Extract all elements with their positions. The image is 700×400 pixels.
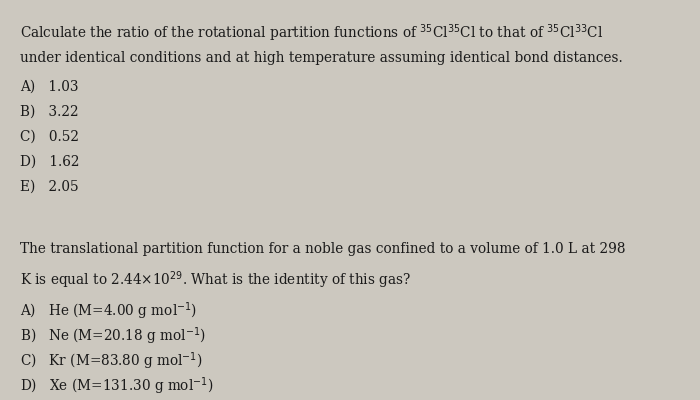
Text: under identical conditions and at high temperature assuming identical bond dista: under identical conditions and at high t… bbox=[20, 51, 622, 65]
Text: A)   1.03: A) 1.03 bbox=[20, 80, 78, 94]
Text: Calculate the ratio of the rotational partition functions of $^{35}$Cl$^{35}$Cl : Calculate the ratio of the rotational pa… bbox=[20, 22, 603, 44]
Text: B)   Ne (M=20.18 g mol$^{-1}$): B) Ne (M=20.18 g mol$^{-1}$) bbox=[20, 326, 206, 347]
Text: B)   3.22: B) 3.22 bbox=[20, 105, 78, 119]
Text: The translational partition function for a noble gas confined to a volume of 1.0: The translational partition function for… bbox=[20, 242, 625, 256]
Text: K is equal to 2.44×10$^{29}$. What is the identity of this gas?: K is equal to 2.44×10$^{29}$. What is th… bbox=[20, 269, 411, 291]
Text: E)   2.05: E) 2.05 bbox=[20, 179, 78, 193]
Text: C)   Kr (M=83.80 g mol$^{-1}$): C) Kr (M=83.80 g mol$^{-1}$) bbox=[20, 350, 202, 372]
Text: C)   0.52: C) 0.52 bbox=[20, 130, 78, 144]
Text: A)   He (M=4.00 g mol$^{-1}$): A) He (M=4.00 g mol$^{-1}$) bbox=[20, 301, 197, 322]
Text: D)   1.62: D) 1.62 bbox=[20, 154, 79, 168]
Text: D)   Xe (M=131.30 g mol$^{-1}$): D) Xe (M=131.30 g mol$^{-1}$) bbox=[20, 375, 213, 397]
